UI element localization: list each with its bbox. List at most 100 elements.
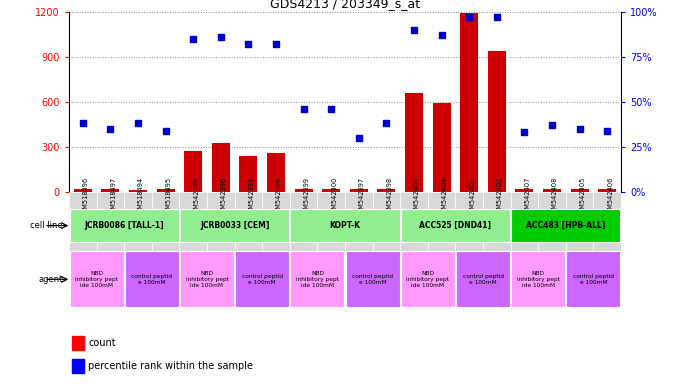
Bar [125,252,179,307]
Bar [124,192,152,252]
Point [574,126,585,132]
Text: ACC525 [DND41]: ACC525 [DND41] [420,221,491,230]
Bar [346,252,400,307]
Text: NBD
inhibitory pept
ide 100mM: NBD inhibitory pept ide 100mM [517,271,560,288]
Point [188,36,199,42]
Bar [455,192,483,252]
Bar [72,336,84,349]
Text: GSM542394: GSM542394 [276,177,282,217]
Point [105,126,116,132]
Bar [593,192,621,252]
Bar [157,189,175,192]
Text: agent: agent [38,275,62,284]
Text: control peptid
e 100mM: control peptid e 100mM [352,274,393,285]
Text: GSM542403: GSM542403 [414,177,420,217]
Text: control peptid
e 100mM: control peptid e 100mM [573,274,614,285]
Bar [511,192,538,252]
Bar [400,192,428,252]
Bar [184,151,202,192]
Bar [295,189,313,192]
Bar [598,189,616,192]
Bar [373,192,400,252]
Bar [97,192,124,252]
Bar [515,189,533,192]
Bar [566,192,593,252]
Bar [345,192,373,252]
Point [215,34,226,40]
Point [436,32,447,38]
Bar [511,252,565,307]
Text: count: count [88,338,116,348]
Bar [543,189,561,192]
Bar [152,192,179,252]
Bar [566,252,620,307]
Text: control peptid
e 100mM: control peptid e 100mM [131,274,172,285]
Bar [433,103,451,192]
Text: GSM542402: GSM542402 [497,177,503,217]
Point [464,14,475,20]
Bar [428,192,455,252]
Text: GSM542393: GSM542393 [248,177,255,217]
Text: GSM542398: GSM542398 [386,177,393,217]
Bar [129,190,147,192]
Text: GSM542400: GSM542400 [331,177,337,217]
Point [491,14,502,20]
Bar [207,192,235,252]
Bar [538,192,566,252]
Bar [70,252,124,307]
Point [326,106,337,112]
Text: GSM542401: GSM542401 [469,177,475,217]
Bar [460,13,478,192]
Point [298,106,309,112]
Point [519,129,530,136]
Point [132,120,144,126]
Text: GSM542397: GSM542397 [359,177,365,217]
Text: ACC483 [HPB-ALL]: ACC483 [HPB-ALL] [526,221,606,230]
Bar [180,252,234,307]
Bar [212,143,230,192]
Bar [235,252,289,307]
Bar [401,252,455,307]
Text: control peptid
e 100mM: control peptid e 100mM [241,274,283,285]
Bar [101,189,119,192]
Title: GDS4213 / 203349_s_at: GDS4213 / 203349_s_at [270,0,420,10]
Text: JCRB0033 [CEM]: JCRB0033 [CEM] [200,221,269,230]
Text: GSM542404: GSM542404 [442,177,448,217]
Text: cell line: cell line [30,221,62,230]
Text: control peptid
e 100mM: control peptid e 100mM [462,274,504,285]
Point [381,120,392,126]
Text: KOPT-K: KOPT-K [330,221,360,230]
Text: NBD
inhibitory pept
ide 100mM: NBD inhibitory pept ide 100mM [406,271,449,288]
Text: NBD
inhibitory pept
ide 100mM: NBD inhibitory pept ide 100mM [75,271,118,288]
Point [602,127,613,134]
Text: percentile rank within the sample: percentile rank within the sample [88,361,253,371]
Bar [571,189,589,192]
Bar [317,192,345,252]
Bar [267,153,285,192]
Point [353,135,364,141]
Bar [483,192,511,252]
Point [408,26,420,33]
Text: NBD
inhibitory pept
ide 100mM: NBD inhibitory pept ide 100mM [296,271,339,288]
Point [546,122,558,128]
Bar [488,51,506,192]
Text: GSM518496: GSM518496 [83,177,89,217]
Text: GSM542396: GSM542396 [221,177,227,217]
Bar [262,192,290,252]
Bar [235,192,262,252]
Text: GSM542407: GSM542407 [524,177,531,217]
Point [243,41,254,47]
Text: GSM542408: GSM542408 [552,177,558,217]
Text: GSM518494: GSM518494 [138,177,144,217]
Bar [180,209,289,242]
Bar [456,252,510,307]
Point [160,127,171,134]
Point [77,120,88,126]
Bar [405,93,423,192]
Bar [511,209,620,242]
Bar [290,209,400,242]
Bar [179,192,207,252]
Bar [69,192,97,252]
Point [270,41,282,47]
Bar [350,189,368,192]
